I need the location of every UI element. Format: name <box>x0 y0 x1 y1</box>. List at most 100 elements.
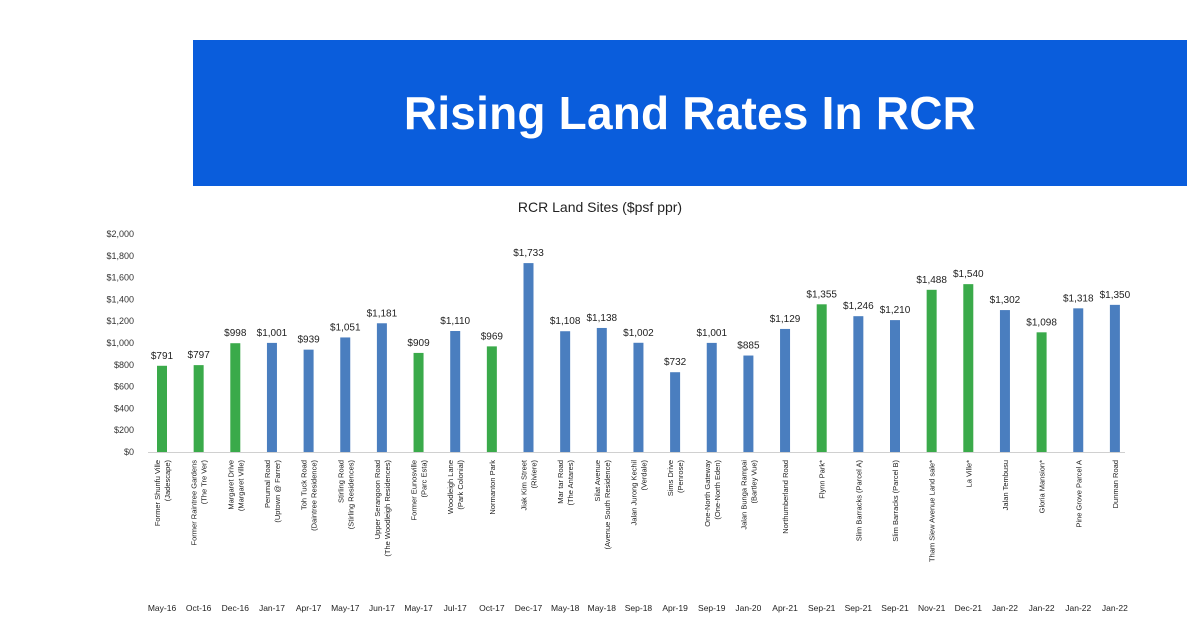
category-label: Flynn Park* <box>818 460 827 499</box>
date-label: May-17 <box>404 603 433 613</box>
date-label: Sep-19 <box>698 603 726 613</box>
bar <box>926 289 937 452</box>
bar-value-label: $1,540 <box>953 269 984 280</box>
date-label: Dec-21 <box>955 603 983 613</box>
category-label: Normanton Park <box>488 460 497 515</box>
category-label: Pine Grove Parcel A <box>1074 460 1083 528</box>
bar-value-label: $1,001 <box>696 328 727 339</box>
category-label: Slim Barracks (Parcel B) <box>891 460 900 542</box>
bar <box>413 352 424 452</box>
bar <box>743 355 754 452</box>
date-label: Sep-18 <box>625 603 653 613</box>
y-tick-label: $1,000 <box>106 338 134 348</box>
category-label: Former Shunfu Ville(Jadescape) <box>153 460 172 527</box>
category-label: Former Eunosville(Parc Esta) <box>410 460 429 521</box>
y-tick-label: $0 <box>124 447 134 457</box>
y-tick-label: $200 <box>114 425 134 435</box>
bar <box>450 331 461 452</box>
category-label: Silat Avenue(Avenue South Residence) <box>593 460 612 550</box>
date-label: Jun-17 <box>369 603 395 613</box>
date-label: Oct-17 <box>479 603 505 613</box>
y-tick-label: $2,000 <box>106 229 134 239</box>
bar-value-label: $1,110 <box>440 316 470 327</box>
date-label: Jan-22 <box>1029 603 1055 613</box>
bar-value-label: $1,733 <box>513 248 544 259</box>
date-label: Jan-17 <box>259 603 285 613</box>
y-tick-label: $800 <box>114 360 134 370</box>
bar-value-label: $797 <box>188 350 211 361</box>
bar <box>999 310 1010 452</box>
bar <box>596 327 607 452</box>
bar <box>1036 332 1047 452</box>
bar-value-label: $1,002 <box>623 328 654 339</box>
bar <box>193 365 204 452</box>
bar-value-label: $1,302 <box>990 295 1021 306</box>
bar <box>340 337 351 452</box>
category-label: Upper Serangoon Road(The Woodleigh Resid… <box>373 459 392 556</box>
bar <box>486 346 497 452</box>
category-label: Margaret Drive(Margaret Ville) <box>226 460 245 512</box>
date-label: Sep-21 <box>845 603 873 613</box>
bar-value-label: $1,001 <box>257 328 288 339</box>
date-label: Jan-22 <box>1102 603 1128 613</box>
bar-value-label: $1,246 <box>843 301 874 312</box>
bar-value-label: $1,129 <box>770 314 801 325</box>
category-label: La Ville* <box>964 460 973 487</box>
category-label: Sims Drive(Penrose) <box>666 460 685 497</box>
date-label: Jul-17 <box>444 603 467 613</box>
bar <box>670 372 681 452</box>
bar <box>376 323 387 452</box>
category-label: Former Raintree Gardens(The Tre Ver) <box>190 460 209 546</box>
y-tick-label: $1,400 <box>106 294 134 304</box>
category-label: Dunman Road <box>1111 460 1120 508</box>
bar <box>853 316 864 452</box>
bar-value-label: $998 <box>224 328 247 339</box>
date-label: May-18 <box>551 603 580 613</box>
bar <box>1109 304 1120 452</box>
category-label: Slim Barracks (Parcel A) <box>854 460 863 542</box>
category-label: Jalan Tembusu <box>1001 460 1010 510</box>
bar <box>266 342 277 452</box>
category-label: Stirling Road(Stirling Residences) <box>336 460 355 530</box>
category-label: Mar tar Road(The Antares) <box>556 459 575 505</box>
date-label: May-16 <box>148 603 177 613</box>
date-label: May-18 <box>588 603 617 613</box>
bar-value-label: $885 <box>737 341 760 352</box>
bar-value-label: $1,318 <box>1063 293 1094 304</box>
category-label: Jalan Jurong Kechil(Verdale) <box>629 460 648 526</box>
date-label: Apr-19 <box>662 603 688 613</box>
y-tick-label: $1,600 <box>106 273 134 283</box>
category-label: Northumberland Road <box>781 460 790 534</box>
date-label: Sep-21 <box>808 603 836 613</box>
bar-value-label: $1,138 <box>587 313 618 324</box>
bar <box>816 304 827 452</box>
category-label: Perumal Road(Uptown @ Farrer) <box>263 460 282 523</box>
y-tick-label: $400 <box>114 403 134 413</box>
category-label: Woodleigh Lane(Park Colonial) <box>446 460 465 515</box>
bar-value-label: $1,355 <box>806 289 837 300</box>
bar-value-label: $909 <box>407 338 430 349</box>
y-tick-label: $1,800 <box>106 251 134 261</box>
bar-value-label: $969 <box>481 331 504 342</box>
bar-value-label: $1,210 <box>880 305 911 316</box>
bar <box>230 343 241 452</box>
date-label: Jan-22 <box>1065 603 1091 613</box>
bar <box>560 331 571 452</box>
bar <box>780 328 791 452</box>
date-label: Jan-22 <box>992 603 1018 613</box>
category-label: Gloria Mansion* <box>1038 460 1047 513</box>
bar-value-label: $1,350 <box>1100 290 1131 301</box>
date-label: May-17 <box>331 603 360 613</box>
chart-title: RCR Land Sites ($psf ppr) <box>517 199 683 215</box>
date-label: Apr-21 <box>772 603 798 613</box>
bar-value-label: $1,181 <box>367 308 398 319</box>
date-label: Sep-21 <box>881 603 909 613</box>
bar <box>303 349 314 452</box>
bar-value-label: $732 <box>664 357 687 368</box>
bar <box>157 365 167 452</box>
date-label: Dec-17 <box>515 603 543 613</box>
banner-title: Rising Land Rates In RCR <box>403 87 977 139</box>
bar-value-label: $1,051 <box>330 322 361 333</box>
date-label: Nov-21 <box>918 603 946 613</box>
